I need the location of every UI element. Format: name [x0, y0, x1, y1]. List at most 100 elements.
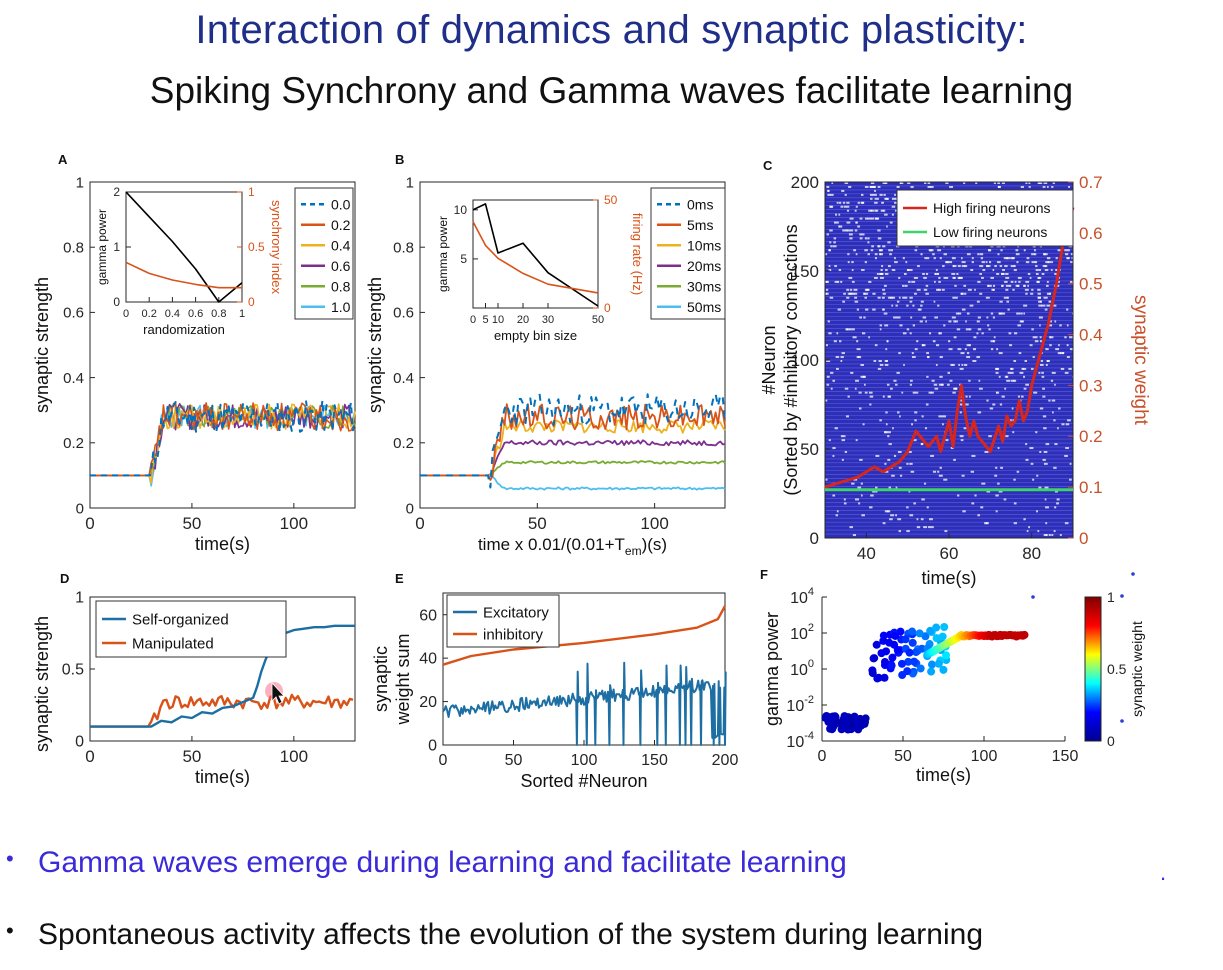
raster-spike: [995, 367, 1000, 370]
raster-spike: [835, 213, 838, 216]
inset-y-tick-label-right: 50: [604, 193, 618, 207]
raster-spike: [990, 340, 995, 343]
raster-spike: [1044, 486, 1049, 489]
raster-spike: [885, 269, 888, 272]
raster-spike: [977, 411, 982, 414]
raster-spike: [858, 502, 861, 505]
raster-spike: [860, 482, 863, 485]
raster-spike: [1039, 300, 1042, 303]
raster-spike: [973, 336, 977, 339]
raster-spike: [943, 276, 946, 279]
raster-spike: [963, 182, 966, 184]
y-tick-label: 0.6: [63, 305, 84, 322]
raster-spike: [847, 395, 850, 398]
raster-spike: [1013, 522, 1017, 525]
raster-spike: [1064, 249, 1068, 252]
x-tick-label: 0: [818, 748, 827, 765]
raster-spike: [951, 272, 956, 275]
scatter-point: [934, 659, 943, 668]
scatter-point: [891, 631, 900, 640]
raster-spike: [1046, 292, 1051, 295]
y-tick-label: 100: [790, 658, 814, 679]
inset-x-tick-label: 0: [470, 314, 476, 326]
raster-spike: [1006, 296, 1009, 299]
raster-spike: [995, 510, 998, 513]
raster-spike: [880, 269, 883, 272]
raster-spike: [851, 280, 855, 283]
raster-spike: [1054, 320, 1057, 323]
raster-spike: [921, 443, 924, 446]
raster-spike: [1035, 431, 1038, 434]
x-tick-label: 50: [182, 514, 201, 533]
raster-spike: [999, 403, 1003, 406]
raster-spike: [851, 269, 854, 272]
raster-spike: [871, 245, 874, 248]
raster-spike: [894, 193, 896, 196]
inset-x-tick-label: 0.8: [211, 308, 226, 320]
raster-spike: [1023, 284, 1026, 287]
chart-panel-c: C 40 60 80 0 50 100 150 200 0 0.1 0.2 0.3 0.4 0.5 0.6 0.…: [759, 158, 1151, 588]
raster-spike: [867, 237, 870, 240]
raster-spike: [873, 360, 877, 362]
inset-y-label-left: gamma power: [95, 209, 109, 285]
raster-spike: [1064, 253, 1069, 256]
raster-spike: [895, 383, 898, 386]
raster-spike: [825, 344, 828, 347]
raster-spike: [1013, 502, 1017, 505]
raster-spike: [886, 225, 888, 228]
raster-spike: [852, 534, 857, 537]
scatter-point: [926, 626, 935, 635]
inset-x-tick-label: 0.2: [142, 308, 157, 320]
raster-spike: [875, 486, 878, 489]
raster-spike: [1057, 427, 1059, 430]
raster-spike: [911, 423, 913, 426]
raster-spike: [853, 292, 858, 295]
raster-spike: [999, 300, 1003, 303]
raster-spike: [1034, 249, 1036, 252]
raster-spike: [833, 241, 836, 244]
raster-spike: [874, 201, 878, 204]
raster-spike: [872, 209, 875, 212]
axes-frame: [89, 181, 356, 509]
raster-spike: [850, 292, 855, 295]
raster-spike: [981, 261, 985, 264]
raster-spike: [885, 348, 888, 351]
raster-spike: [862, 423, 865, 426]
raster-spike: [1043, 296, 1047, 299]
raster-spike: [931, 379, 935, 382]
raster-spike: [1067, 419, 1071, 422]
legend-box: [446, 594, 560, 648]
raster-spike: [838, 269, 842, 272]
raster-spike: [959, 411, 962, 414]
raster-spike: [987, 284, 992, 287]
raster-spike: [990, 348, 994, 351]
raster-spike: [893, 316, 898, 319]
raster-spike: [891, 269, 896, 272]
raster-spike: [996, 348, 999, 351]
scatter-point: [938, 632, 947, 641]
raster-spike: [1028, 185, 1031, 188]
raster-spike: [885, 197, 889, 200]
raster-spike: [837, 308, 842, 311]
raster-spike: [974, 494, 977, 497]
raster-spike: [908, 490, 911, 493]
y-tick-label-right: 0.2: [1079, 427, 1103, 446]
raster-spike: [1010, 265, 1015, 268]
raster-spike: [1039, 324, 1041, 327]
raster-spike: [843, 502, 847, 505]
raster-spike: [953, 276, 956, 279]
bullet-marker: •: [6, 918, 14, 943]
raster-spike: [914, 249, 918, 252]
raster-spike: [893, 454, 897, 457]
raster-spike: [1053, 530, 1056, 533]
raster-spike: [1038, 486, 1042, 489]
raster-spike: [1010, 379, 1015, 382]
raster-spike: [951, 363, 955, 366]
raster-spike: [924, 257, 927, 260]
raster-spike: [850, 371, 854, 374]
raster-spike: [825, 253, 828, 256]
raster-spike: [966, 253, 971, 256]
raster-spike: [1035, 336, 1038, 339]
raster-spike: [838, 225, 841, 228]
raster-spike: [996, 272, 1000, 275]
